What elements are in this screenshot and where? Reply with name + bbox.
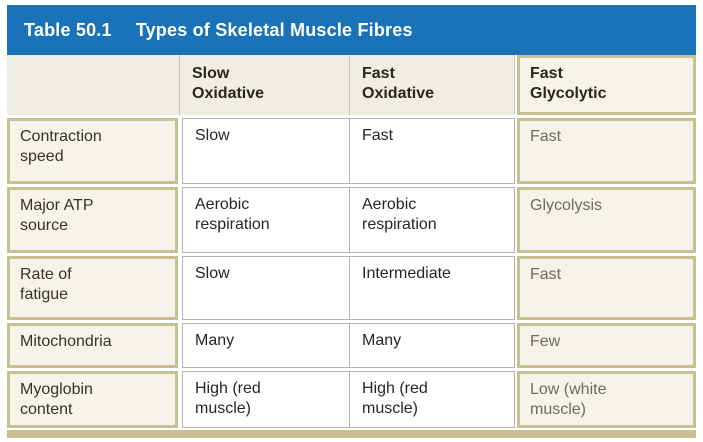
row-label-rate-of-fatigue: Rate of fatigue bbox=[7, 256, 178, 320]
column-header-fast-oxidative: Fast Oxidative bbox=[350, 55, 515, 115]
cell-fatigue-fast-oxidative: Intermediate bbox=[349, 256, 515, 320]
row-label-mitochondria: Mitochondria bbox=[7, 323, 178, 368]
cell-atp-slow-oxidative: Aerobic respiration bbox=[182, 187, 350, 253]
cell-mitochondria-fast-oxidative: Many bbox=[349, 323, 515, 368]
table-title-bar: Table 50.1 Types of Skeletal Muscle Fibr… bbox=[7, 5, 696, 55]
cell-myoglobin-slow-oxidative: High (red muscle) bbox=[182, 371, 350, 428]
table-50-1: Table 50.1 Types of Skeletal Muscle Fibr… bbox=[7, 5, 696, 438]
column-header-fast-glycolytic: Fast Glycolytic bbox=[517, 55, 696, 115]
cell-fatigue-slow-oxidative: Slow bbox=[182, 256, 350, 320]
cell-atp-fast-oxidative: Aerobic respiration bbox=[349, 187, 515, 253]
cell-fatigue-fast-glycolytic: Fast bbox=[517, 256, 696, 320]
corner-cell bbox=[7, 55, 180, 115]
column-header-slow-oxidative: Slow Oxidative bbox=[180, 55, 350, 115]
table-number: Table 50.1 bbox=[24, 19, 112, 40]
table-bottom-rule bbox=[7, 430, 696, 438]
cell-mitochondria-fast-glycolytic: Few bbox=[517, 323, 696, 368]
cell-mitochondria-slow-oxidative: Many bbox=[182, 323, 350, 368]
cell-contraction-slow-oxidative: Slow bbox=[182, 118, 350, 184]
cell-myoglobin-fast-glycolytic: Low (white muscle) bbox=[517, 371, 696, 428]
row-label-major-atp-source: Major ATP source bbox=[7, 187, 178, 253]
table-title: Types of Skeletal Muscle Fibres bbox=[135, 19, 413, 40]
cell-myoglobin-fast-oxidative: High (red muscle) bbox=[349, 371, 515, 428]
muscle-fibre-table: Slow Oxidative Fast Oxidative Fast Glyco… bbox=[7, 55, 696, 428]
cell-contraction-fast-glycolytic: Fast bbox=[517, 118, 696, 184]
cell-contraction-fast-oxidative: Fast bbox=[349, 118, 515, 184]
row-label-myoglobin-content: Myoglobin content bbox=[7, 371, 178, 428]
row-label-contraction-speed: Contraction speed bbox=[7, 118, 178, 184]
cell-atp-fast-glycolytic: Glycolysis bbox=[517, 187, 696, 253]
